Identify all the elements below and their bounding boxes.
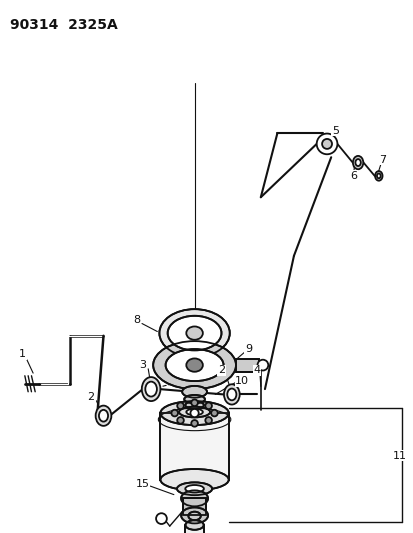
Text: 11: 11 xyxy=(392,451,406,461)
Circle shape xyxy=(156,513,166,524)
Ellipse shape xyxy=(354,159,360,166)
Ellipse shape xyxy=(223,384,239,405)
Ellipse shape xyxy=(160,469,228,490)
Text: 2: 2 xyxy=(217,366,225,375)
Circle shape xyxy=(177,417,183,424)
Ellipse shape xyxy=(227,389,236,400)
Ellipse shape xyxy=(184,395,204,403)
Ellipse shape xyxy=(153,341,235,389)
Ellipse shape xyxy=(180,507,207,523)
Ellipse shape xyxy=(95,406,111,426)
Circle shape xyxy=(191,420,197,427)
Ellipse shape xyxy=(352,156,363,169)
Ellipse shape xyxy=(160,401,228,425)
Ellipse shape xyxy=(186,326,202,340)
Bar xyxy=(160,413,228,480)
Circle shape xyxy=(205,402,211,409)
Ellipse shape xyxy=(182,386,206,398)
Bar xyxy=(183,498,206,515)
Ellipse shape xyxy=(99,410,108,422)
Bar xyxy=(185,525,203,533)
Ellipse shape xyxy=(176,482,211,495)
Text: 15: 15 xyxy=(135,479,150,489)
Bar xyxy=(235,359,258,372)
Circle shape xyxy=(316,134,337,154)
Circle shape xyxy=(257,360,268,370)
Text: 10: 10 xyxy=(235,376,249,386)
Circle shape xyxy=(177,402,183,409)
Ellipse shape xyxy=(145,382,157,397)
Text: 90314  2325A: 90314 2325A xyxy=(10,18,117,32)
Text: 1: 1 xyxy=(19,350,26,359)
Text: 8: 8 xyxy=(133,315,140,325)
Text: 7: 7 xyxy=(378,155,386,165)
Text: 3: 3 xyxy=(139,360,146,370)
Circle shape xyxy=(190,409,198,417)
Ellipse shape xyxy=(376,174,380,179)
Bar xyxy=(185,525,203,533)
Text: 9: 9 xyxy=(244,344,252,354)
Ellipse shape xyxy=(188,512,200,520)
Bar xyxy=(235,359,258,372)
Ellipse shape xyxy=(186,409,202,415)
Ellipse shape xyxy=(141,377,160,401)
Circle shape xyxy=(321,139,331,149)
Ellipse shape xyxy=(167,316,221,351)
Text: 4: 4 xyxy=(252,366,260,375)
Ellipse shape xyxy=(178,407,209,417)
Ellipse shape xyxy=(185,520,203,530)
Ellipse shape xyxy=(186,358,202,372)
Circle shape xyxy=(191,399,197,406)
Circle shape xyxy=(211,410,217,416)
Ellipse shape xyxy=(374,171,382,181)
Circle shape xyxy=(171,410,178,416)
Circle shape xyxy=(205,417,211,424)
Ellipse shape xyxy=(165,349,223,381)
Ellipse shape xyxy=(180,490,207,506)
Text: 2: 2 xyxy=(87,392,95,402)
Bar xyxy=(160,413,228,480)
Ellipse shape xyxy=(159,309,229,357)
Text: 5: 5 xyxy=(331,126,338,135)
Ellipse shape xyxy=(185,401,203,409)
Bar xyxy=(183,498,206,515)
Ellipse shape xyxy=(185,485,203,492)
Text: 6: 6 xyxy=(350,171,356,181)
